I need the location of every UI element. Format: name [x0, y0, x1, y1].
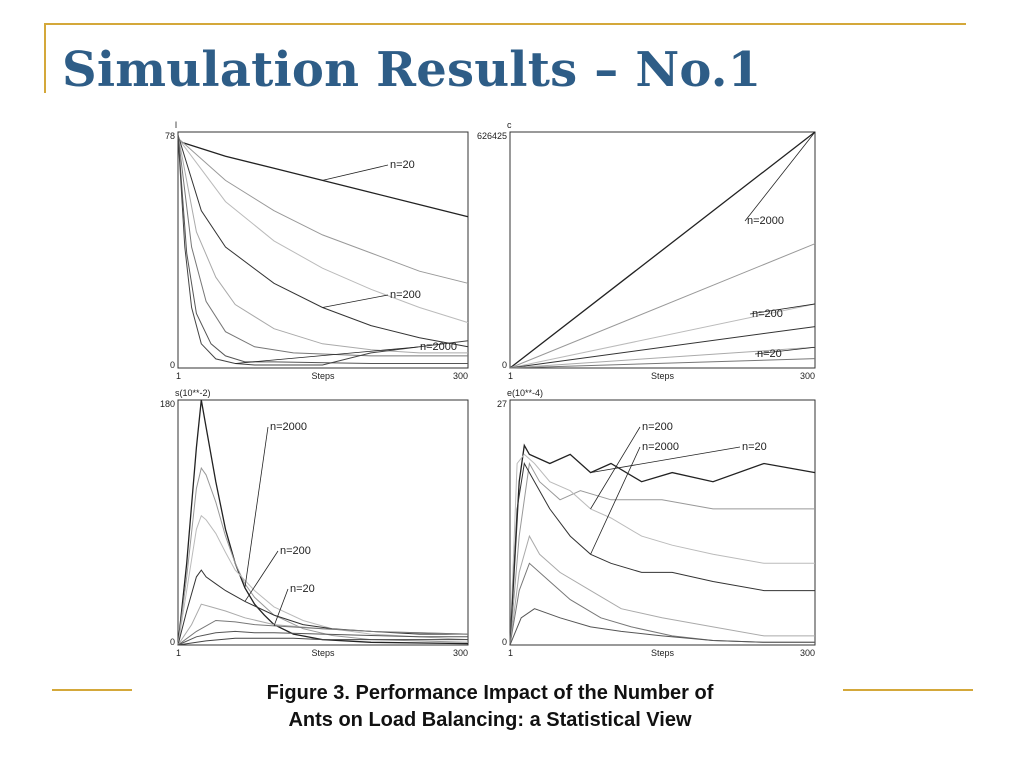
figure-panels: l 78 0 1 300 Steps n=20 n=200 n=2000 c 626425 0 1 300… [160, 110, 830, 670]
caption-rule-right [843, 689, 973, 691]
y-tick-label-min: 0 [170, 360, 175, 370]
x-tick-label-max: 300 [800, 371, 815, 381]
series-line-5 [177, 134, 468, 354]
caption-line-2: Ants on Load Balancing: a Statistical Vi… [288, 709, 692, 731]
series-line-2 [509, 461, 815, 646]
annotation-leader [235, 346, 419, 364]
x-tick-label-min: 1 [508, 371, 513, 381]
series-annotation-label: n=20 [290, 583, 315, 595]
series-annotation-label: n=200 [280, 545, 311, 557]
series-annotation-label: n=2000 [420, 341, 457, 353]
series-annotation-label: n=20 [742, 441, 767, 453]
series-line-5 [509, 346, 816, 369]
annotation-leader [590, 426, 641, 510]
series-line-7 [177, 134, 468, 364]
y-axis-label: c [507, 120, 512, 130]
annotation-leader [322, 294, 389, 308]
series-annotation-label: n=20 [757, 348, 782, 360]
y-axis-label: e(10**-4) [507, 388, 543, 398]
series-line-6 [177, 619, 469, 646]
series-line-1 [177, 140, 469, 218]
series-line-3 [509, 453, 815, 646]
x-axis-label: Steps [311, 648, 335, 658]
panel-frame [177, 131, 469, 369]
caption-rule-left [52, 689, 132, 691]
series-line-2 [177, 137, 469, 284]
annotation-leader [273, 588, 289, 627]
x-tick-label-min: 1 [176, 648, 181, 658]
series-line-7 [177, 630, 468, 646]
series-annotation-label: n=2000 [270, 421, 307, 433]
x-axis-label: Steps [311, 371, 335, 381]
series-line-3 [177, 514, 469, 646]
series-line-7 [509, 608, 815, 646]
left-accent-rule [44, 23, 46, 93]
x-axis-label: Steps [651, 371, 675, 381]
series-line-5 [509, 534, 815, 646]
x-tick-label-max: 300 [453, 371, 468, 381]
slide-title: Simulation Results – No.1 [62, 42, 762, 98]
y-tick-label-max: 27 [497, 399, 507, 409]
series-line-4 [177, 134, 469, 348]
panel-1: l78 01 300 Steps n=20 n=200 n=2000 [165, 120, 469, 381]
panel-frame [177, 399, 469, 646]
caption-line-1: Figure 3. Performance Impact of the Numb… [266, 682, 714, 704]
series-annotation-label: n=200 [642, 421, 673, 433]
top-accent-rule [44, 23, 966, 25]
series-annotation-label: n=200 [390, 289, 421, 301]
annotation-leader [322, 164, 389, 181]
series-line-3 [177, 137, 469, 324]
series-annotation-label: n=200 [752, 308, 783, 320]
series-line-8 [177, 134, 469, 366]
y-tick-label-min: 0 [502, 637, 507, 647]
annotation-leader [590, 446, 641, 555]
y-axis-label: l [175, 120, 177, 130]
x-axis-label: Steps [651, 648, 675, 658]
annotation-leader [749, 303, 816, 315]
y-tick-label-max: 626425 [477, 131, 507, 141]
annotation-leader [744, 131, 816, 222]
x-tick-label-min: 1 [176, 371, 181, 381]
series-annotation-label: n=2000 [642, 441, 679, 453]
series-line-8 [177, 637, 468, 646]
series-line-3 [509, 303, 816, 369]
series-annotation-label: n=2000 [747, 215, 784, 227]
series-line-6 [177, 134, 468, 357]
y-tick-label-min: 0 [170, 637, 175, 647]
series-line-2 [177, 466, 469, 646]
figure-caption: Figure 3. Performance Impact of the Numb… [140, 680, 840, 734]
y-tick-label-max: 180 [160, 399, 175, 409]
y-tick-label-max: 78 [165, 131, 175, 141]
y-tick-label-min: 0 [502, 360, 507, 370]
panel-4: e(10**-4)27 01 300 Steps n=200 n=2000 n=20 [497, 388, 816, 658]
series-line-2 [509, 243, 816, 369]
annotation-leader [754, 346, 816, 355]
annotation-leader [244, 550, 279, 602]
series-line-4 [509, 326, 816, 369]
series-line-1 [509, 131, 816, 369]
panel-3: s(10**-2)180 01 300 Steps n=2000 n=200 n=20 [160, 388, 469, 658]
annotation-leader [590, 446, 741, 473]
x-tick-label-max: 300 [800, 648, 815, 658]
x-tick-label-min: 1 [508, 648, 513, 658]
y-axis-label: s(10**-2) [175, 388, 211, 398]
series-line-4 [509, 461, 815, 646]
x-tick-label-max: 300 [453, 648, 468, 658]
panel-frame [509, 399, 816, 646]
series-annotation-label: n=20 [390, 159, 415, 171]
series-line-6 [509, 358, 816, 369]
annotation-leader [244, 426, 269, 588]
